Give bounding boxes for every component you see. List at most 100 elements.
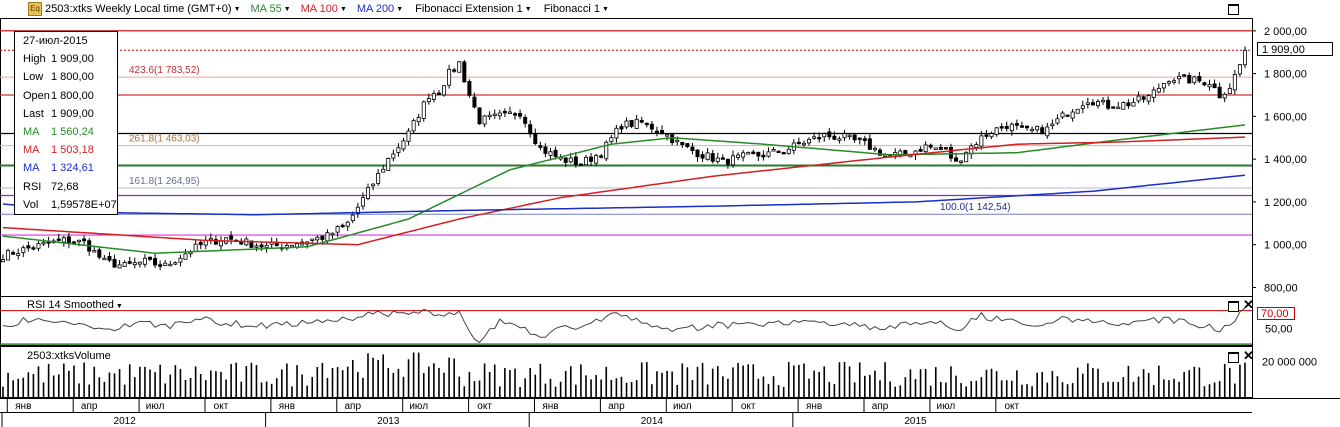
candle-body [406,130,411,142]
candle-body [548,151,553,156]
candle-body [1009,123,1014,132]
candle-body [1237,64,1242,75]
candle-body [1075,108,1080,114]
candle-body [817,137,822,140]
eq-icon[interactable]: Eq [28,2,42,16]
candle-body [112,259,117,268]
rsi-panel-title[interactable]: RSI 14 Smoothed ▼ [27,299,123,311]
candle-body [984,134,989,137]
info-key: High [23,53,46,66]
x-year-label: 2014 [641,416,664,427]
rsi-maximize-icon[interactable] [1228,301,1239,312]
candle-body [649,123,654,130]
candle-body [1197,76,1202,82]
y-tick-label: 2 000,00 [1264,26,1307,38]
candle-body [365,187,370,199]
candle-body [1243,49,1248,66]
candle-body [771,149,776,152]
x-month-label: июл [146,401,165,412]
fib-level-label: 261.8(1 463,03) [129,134,200,145]
candle-body [730,155,735,166]
candle-body [822,133,827,138]
candle-body [1095,101,1100,107]
chart-header: Eq 2503:xtks Weekly Local time (GMT+0) ▼ … [0,0,1340,18]
candle-body [117,264,122,269]
x-month-label: янв [279,401,295,412]
candle-body [624,120,629,128]
maximize-icon[interactable] [1228,4,1239,15]
candle-body [178,257,183,263]
candle-body [350,214,355,221]
indicator-fibonacci[interactable]: Fibonacci 1 ▼ [538,3,615,15]
candle-body [862,138,867,141]
info-row: MA 1 324,61 [15,159,117,177]
candle-body [857,137,862,140]
x-month-label: июл [673,401,692,412]
candle-body [396,147,401,153]
candle-body [1090,102,1095,106]
symbol-menu[interactable]: 2503:xtks Weekly Local time (GMT+0) ▼ [45,3,247,15]
candle-body [1166,81,1171,84]
rsi-tick-label: 50,00 [1265,324,1293,336]
dropdown-arrow-icon: ▼ [283,5,291,13]
candle-body [1207,84,1212,88]
last-price-label: 1 909,00 [1257,42,1333,56]
candle-body [1121,102,1126,110]
indicator-ma200[interactable]: MA 200 ▼ [353,3,409,15]
candle-body [82,238,87,242]
rsi-close-icon[interactable]: ✕ [1243,297,1254,312]
info-row: Open 1 800,00 [15,87,117,105]
volume-maximize-icon[interactable] [1228,352,1239,363]
candle-body [776,150,781,153]
x-month-label: апр [872,401,889,412]
candle-body [137,261,142,265]
candle-body [401,140,406,150]
indicator-label: Fibonacci Extension 1 [415,3,523,15]
x-month-label: окт [1004,401,1019,412]
candle-body [502,111,507,114]
info-value: 1 503,18 [51,144,94,157]
candle-body [92,250,97,253]
indicator-fib-extension[interactable]: Fibonacci Extension 1 ▼ [409,3,538,15]
candle-body [0,259,6,263]
indicator-ma55[interactable]: MA 55 ▼ [247,3,297,15]
info-box: 27-июл-2015 High 1 909,00 Low 1 800,00 Open 1… [14,31,118,215]
candle-body [107,256,112,261]
x-month-label: окт [741,401,756,412]
candle-body [31,247,36,250]
info-row: High 1 909,00 [15,50,117,68]
candle-body [943,147,948,150]
candle-body [436,92,441,95]
candle-body [1106,99,1111,109]
candle-body [11,252,16,255]
candle-body [218,240,223,247]
candle-body [153,258,158,266]
volume-close-icon[interactable]: ✕ [1243,348,1254,363]
indicator-ma100[interactable]: MA 100 ▼ [297,3,353,15]
candle-body [1141,96,1146,100]
y-tick-label: 800,00 [1264,282,1298,294]
candle-body [426,98,431,103]
rsi-title-text: RSI 14 Smoothed [27,299,114,311]
info-key: Open [23,89,50,102]
candle-body [690,146,695,152]
candle-body [1111,106,1116,109]
candle-body [654,130,659,134]
candle-body [148,256,153,260]
volume-tick-label: 20 000 000 [1262,357,1317,369]
candle-body [497,112,502,117]
candle-body [644,122,649,126]
y-tick-label: 1 200,00 [1264,197,1307,209]
candle-body [1131,101,1136,107]
candle-body [6,249,11,261]
x-month-label: окт [477,401,492,412]
candle-body [431,93,436,100]
candle-body [1040,127,1045,135]
candle-body [766,151,771,157]
candle-body [710,153,715,162]
candle-body [959,160,964,163]
candle-body [568,157,573,163]
candle-body [1177,75,1182,80]
dropdown-arrow-icon: ▼ [339,5,347,13]
candle-body [847,134,852,138]
